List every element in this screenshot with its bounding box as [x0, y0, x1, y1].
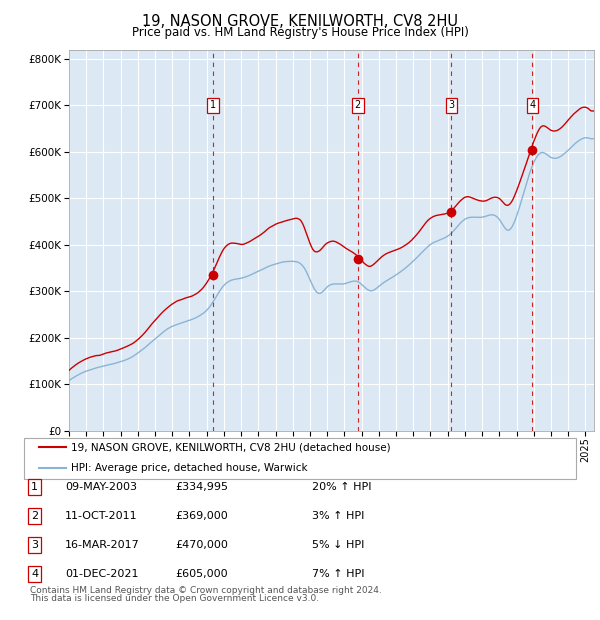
Text: £605,000: £605,000	[175, 569, 228, 579]
Text: 20% ↑ HPI: 20% ↑ HPI	[312, 482, 371, 492]
Text: £470,000: £470,000	[175, 540, 228, 550]
Text: 11-OCT-2011: 11-OCT-2011	[65, 511, 137, 521]
Text: 7% ↑ HPI: 7% ↑ HPI	[312, 569, 365, 579]
Text: £334,995: £334,995	[175, 482, 228, 492]
Text: 19, NASON GROVE, KENILWORTH, CV8 2HU: 19, NASON GROVE, KENILWORTH, CV8 2HU	[142, 14, 458, 29]
Text: 4: 4	[529, 100, 535, 110]
Text: Price paid vs. HM Land Registry's House Price Index (HPI): Price paid vs. HM Land Registry's House …	[131, 26, 469, 39]
Text: 19, NASON GROVE, KENILWORTH, CV8 2HU (detached house): 19, NASON GROVE, KENILWORTH, CV8 2HU (de…	[71, 442, 391, 453]
Text: Contains HM Land Registry data © Crown copyright and database right 2024.: Contains HM Land Registry data © Crown c…	[30, 587, 382, 595]
Text: 16-MAR-2017: 16-MAR-2017	[65, 540, 140, 550]
Text: 3: 3	[448, 100, 454, 110]
Text: 3% ↑ HPI: 3% ↑ HPI	[312, 511, 364, 521]
Text: 2: 2	[355, 100, 361, 110]
Text: 1: 1	[210, 100, 216, 110]
Text: 3: 3	[31, 540, 38, 550]
Text: This data is licensed under the Open Government Licence v3.0.: This data is licensed under the Open Gov…	[30, 595, 319, 603]
Text: £369,000: £369,000	[175, 511, 228, 521]
Text: 2: 2	[31, 511, 38, 521]
Text: 1: 1	[31, 482, 38, 492]
Text: HPI: Average price, detached house, Warwick: HPI: Average price, detached house, Warw…	[71, 463, 307, 474]
Text: 01-DEC-2021: 01-DEC-2021	[65, 569, 139, 579]
Text: 5% ↓ HPI: 5% ↓ HPI	[312, 540, 364, 550]
Text: 09-MAY-2003: 09-MAY-2003	[65, 482, 137, 492]
Text: 4: 4	[31, 569, 38, 579]
